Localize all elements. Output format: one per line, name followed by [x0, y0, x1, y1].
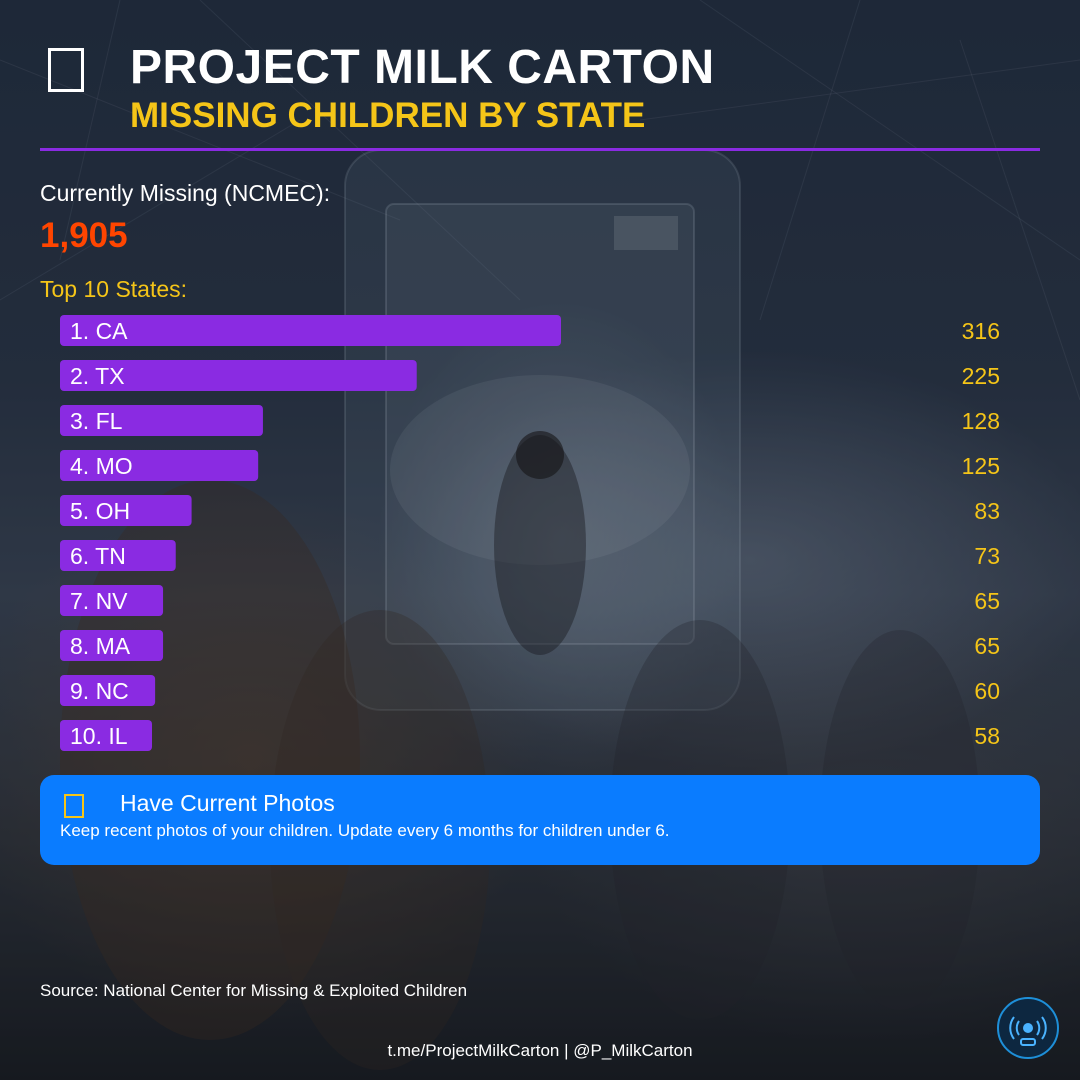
- bar-value-5: 83: [974, 498, 1000, 524]
- bar-value-8: 65: [974, 633, 1000, 659]
- missing-count-value: 1,905: [40, 216, 128, 255]
- tip-title: Have Current Photos: [120, 790, 335, 816]
- bar-value-7: 65: [974, 588, 1000, 614]
- bar-2: [60, 360, 417, 391]
- bar-6: [60, 540, 176, 571]
- bar-label-5: 5. OH: [70, 498, 130, 524]
- bar-9: [60, 675, 156, 706]
- bar-label-3: 3. FL: [70, 408, 123, 434]
- missing-count-label: Currently Missing (NCMEC):: [40, 180, 331, 206]
- bar-label-10: 10. IL: [70, 723, 128, 749]
- bar-value-4: 125: [962, 453, 1000, 479]
- bar-value-9: 60: [974, 678, 1000, 704]
- bar-label-8: 8. MA: [70, 633, 131, 659]
- page-subtitle: MISSING CHILDREN BY STATE: [130, 96, 646, 135]
- tip-text: Keep recent photos of your children. Upd…: [60, 821, 670, 840]
- bar-8: [60, 630, 164, 661]
- source-note: Source: National Center for Missing & Ex…: [40, 981, 468, 1000]
- broadcast-badge: [997, 997, 1059, 1059]
- bar-value-6: 73: [974, 543, 1000, 569]
- bar-value-3: 128: [962, 408, 1000, 434]
- bar-label-2: 2. TX: [70, 363, 125, 389]
- photo-icon: [64, 794, 84, 818]
- header-divider: [40, 148, 1040, 151]
- broadcast-icon: [1009, 1016, 1047, 1046]
- footer-links[interactable]: t.me/ProjectMilkCarton | @P_MilkCarton: [387, 1041, 693, 1060]
- top-states-label: Top 10 States:: [40, 276, 188, 302]
- bar-10: [60, 720, 152, 751]
- bar-3: [60, 405, 263, 436]
- bar-7: [60, 585, 164, 616]
- page-title: PROJECT MILK CARTON: [130, 41, 715, 94]
- bar-5: [60, 495, 192, 526]
- bar-label-6: 6. TN: [70, 543, 126, 569]
- milk-carton-icon: [48, 48, 84, 92]
- bar-label-7: 7. NV: [70, 588, 128, 614]
- bar-label-1: 1. CA: [70, 318, 128, 344]
- bar-value-2: 225: [962, 363, 1000, 389]
- bar-1: [60, 315, 561, 346]
- bar-label-9: 9. NC: [70, 678, 129, 704]
- bar-label-4: 4. MO: [70, 453, 133, 479]
- bar-4: [60, 450, 259, 481]
- bar-value-10: 58: [974, 723, 1000, 749]
- tip-card: Have Current Photos Keep recent photos o…: [40, 775, 1040, 865]
- bar-value-1: 316: [962, 318, 1000, 344]
